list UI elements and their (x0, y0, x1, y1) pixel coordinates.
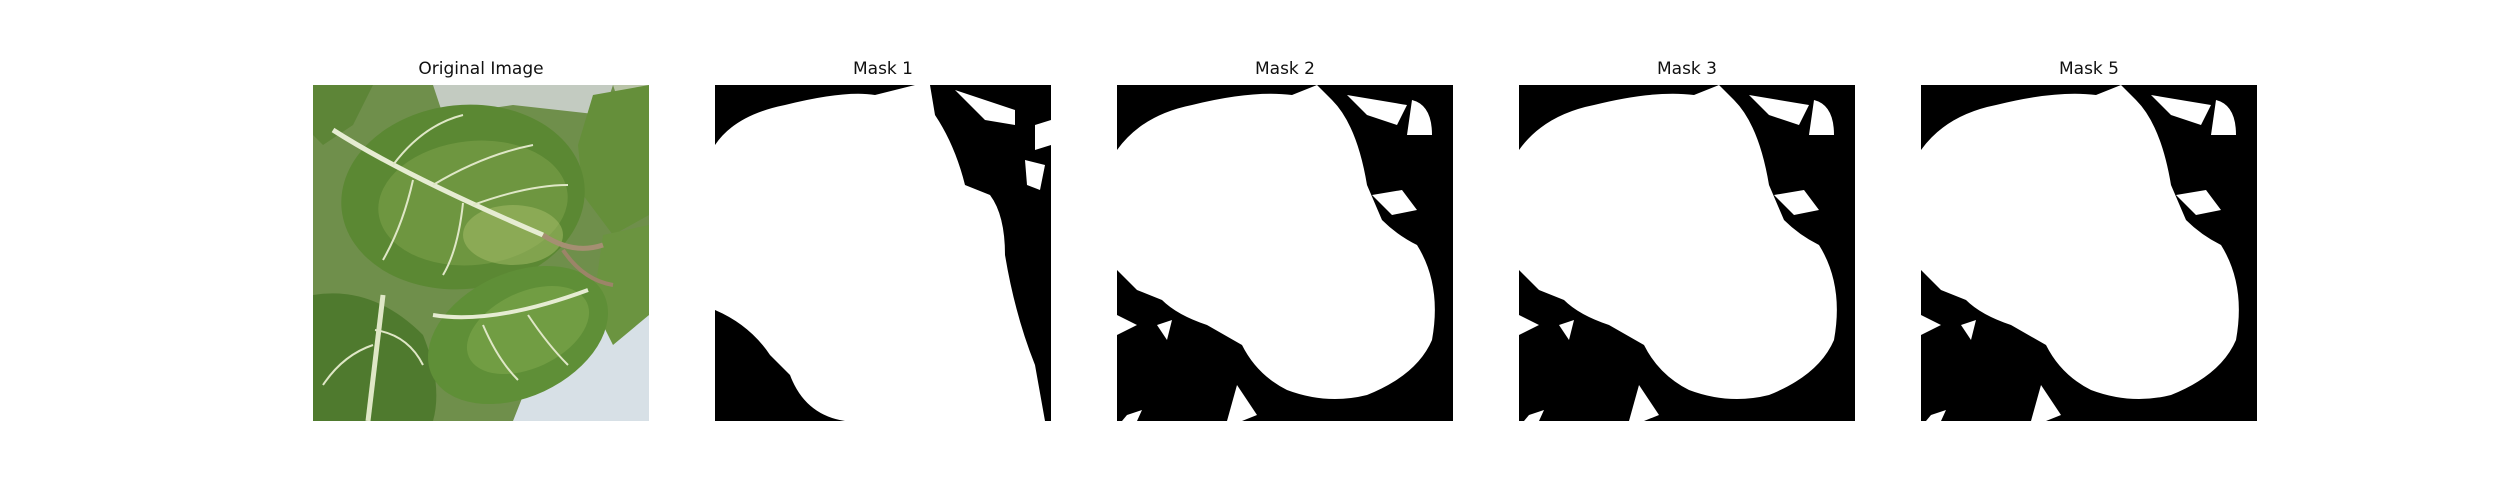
panel-title: Mask 2 (1254, 59, 1315, 79)
mask-2-image (1117, 85, 1453, 421)
panel-title: Mask 5 (2058, 59, 2119, 79)
mask-5-image (1921, 85, 2257, 421)
mask-3-image (1519, 85, 1855, 421)
panel-title: Mask 1 (852, 59, 913, 79)
panel-title: Original Image (418, 59, 544, 79)
mask-1-image (715, 85, 1051, 421)
original-leaf-photo (313, 85, 649, 421)
panel-title: Mask 3 (1656, 59, 1717, 79)
